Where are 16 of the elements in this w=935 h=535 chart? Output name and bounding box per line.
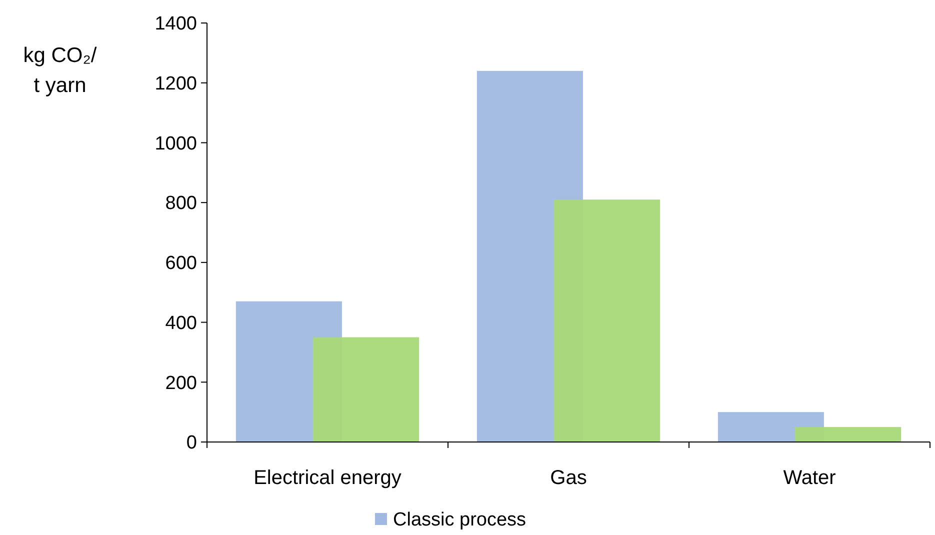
y-tick-label: 0 bbox=[186, 432, 197, 454]
x-tick-label: Gas bbox=[550, 467, 587, 489]
y-axis-title: kg CO₂/ t yarn bbox=[23, 44, 97, 97]
x-tick-label: Water bbox=[783, 467, 836, 489]
y-tick-label: 200 bbox=[165, 372, 197, 394]
y-tick-label: 800 bbox=[165, 193, 197, 214]
y-tick-label: 600 bbox=[165, 253, 197, 274]
bar bbox=[313, 337, 420, 442]
x-tick-label: Electrical energy bbox=[254, 467, 402, 489]
y-tick-label: 400 bbox=[165, 312, 197, 334]
y-tick-label: 1000 bbox=[154, 133, 197, 154]
bar bbox=[795, 427, 902, 442]
y-tick-label: 1200 bbox=[154, 74, 197, 95]
y-tick-label: 1400 bbox=[154, 14, 197, 35]
legend-label: Classic process bbox=[393, 510, 526, 531]
bar bbox=[554, 200, 660, 442]
